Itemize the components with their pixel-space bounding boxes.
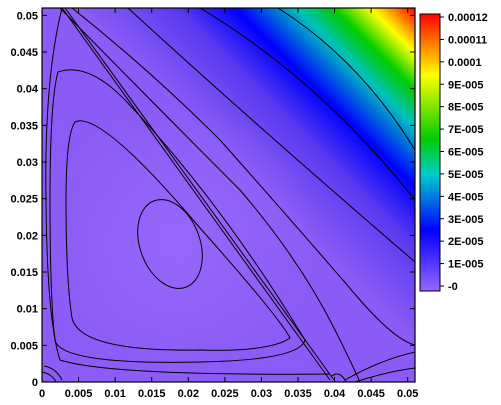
y-tick-label: 0.05: [17, 10, 38, 22]
colorbar-gradient: [419, 13, 441, 292]
x-tick-label: 0.035: [284, 388, 312, 400]
corner-contour: [43, 365, 63, 381]
contour-line: [45, 8, 331, 375]
contour-line: [49, 69, 306, 363]
y-tick-label: 0.03: [17, 157, 38, 169]
y-tick-label: 0: [32, 377, 38, 389]
colorbar-label: 7E-005: [448, 124, 483, 136]
heatmap-field: [42, 8, 415, 382]
y-tick-label: 0.025: [10, 194, 38, 206]
colorbar-label: 5E-005: [448, 169, 483, 181]
x-tick-label: 0.02: [178, 388, 199, 400]
separatrix-line: [61, 8, 331, 381]
y-tick-label: 0.015: [10, 267, 38, 279]
colorbar: 0.00012 0.00011 0.0001 9E-005 8E-005 7E-005 6E…: [419, 12, 488, 293]
colorbar-label: 8E-005: [448, 102, 483, 114]
y-tick-label: 0.035: [10, 120, 38, 132]
colorbar-label: -0: [448, 281, 458, 293]
contour-line: [199, 8, 415, 201]
contour-line: [71, 8, 415, 346]
contour-line: [277, 8, 415, 151]
x-tick-label: 0.01: [104, 388, 125, 400]
contour-line: [127, 8, 415, 263]
x-tick-label: 0.05: [397, 388, 418, 400]
y-tick-label: 0.005: [10, 340, 38, 352]
x-tick-label: 0.005: [65, 388, 93, 400]
corner-contour: [42, 371, 57, 382]
contour-line: [344, 351, 415, 381]
vortex-core-contour: [137, 199, 203, 289]
colorbar-label: 0.0001: [448, 57, 482, 69]
colorbar-label: 4E-005: [448, 191, 483, 203]
y-tick-label: 0.01: [17, 304, 38, 316]
colorbar-label: 6E-005: [448, 147, 483, 159]
contour-lines: [42, 8, 415, 382]
x-tick-label: 0.015: [138, 388, 166, 400]
x-tick-label: 0: [39, 388, 45, 400]
colorbar-label: 2E-005: [448, 236, 483, 248]
colorbar-label: 9E-005: [448, 79, 483, 91]
colorbar-label: 0.00011: [448, 34, 487, 46]
separatrix-line: [64, 8, 335, 381]
y-tick-label: 0.045: [10, 47, 38, 59]
x-tick-label: 0.03: [251, 388, 272, 400]
colorbar-label: 0.00012: [448, 12, 488, 24]
axes: 0 0.005 0.01 0.015 0.02 0.025 0.03 0.035 0.04 0.0…: [10, 8, 418, 400]
y-tick-label: 0.04: [17, 84, 39, 96]
y-tick-label: 0.02: [17, 230, 38, 242]
x-tick-label: 0.045: [357, 388, 385, 400]
x-tick-label: 0.04: [324, 388, 346, 400]
contour-line: [59, 8, 361, 382]
contour-line: [354, 367, 415, 382]
colorbar-label: 1E-005: [448, 259, 483, 271]
plot-frame: [41, 7, 416, 383]
colorbar-label: 3E-005: [448, 214, 483, 226]
contour-line: [65, 120, 291, 351]
x-tick-label: 0.025: [211, 388, 239, 400]
corner-contour: [331, 373, 347, 382]
